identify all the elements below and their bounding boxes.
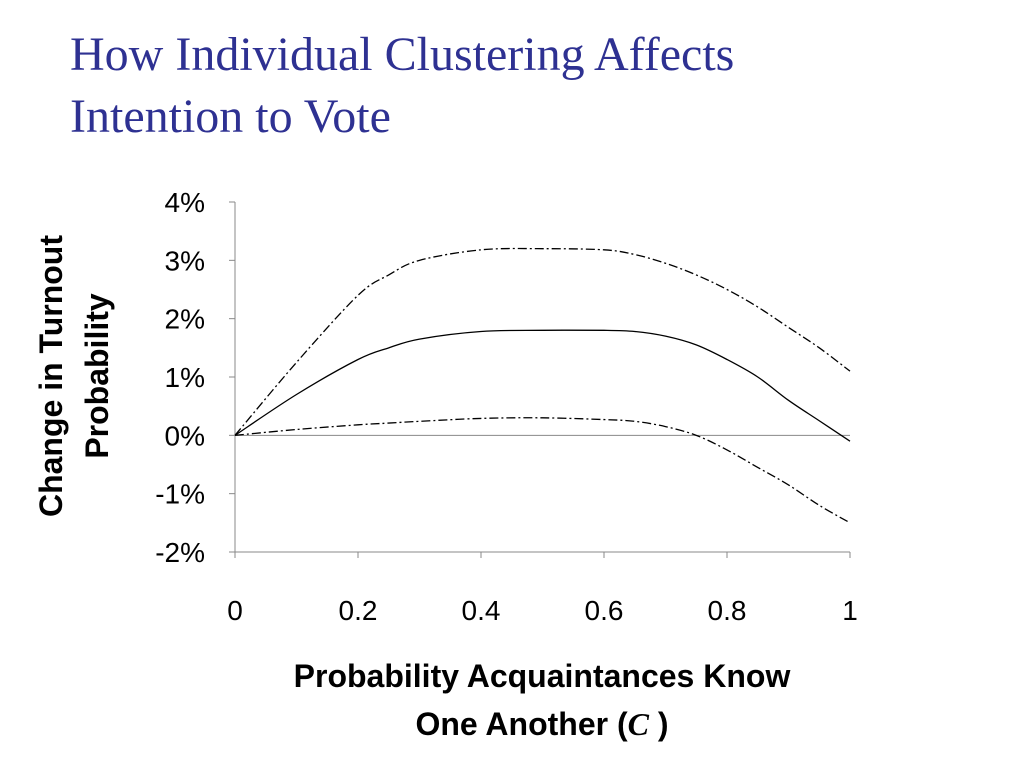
y-tick-label: 3% (165, 245, 205, 276)
x-axis-label-line-2: One Another (C ) (200, 700, 884, 748)
x-axis-label: Probability Acquaintances Know One Anoth… (200, 652, 884, 748)
slide-title-line-1: How Individual Clustering Affects (70, 28, 735, 81)
x-axis-symbol: C (627, 706, 649, 742)
x-axis-label-prefix: One Another ( (415, 706, 628, 742)
chart-axes (229, 201, 851, 558)
x-tick-label: 0.6 (585, 595, 624, 626)
x-axis-label-suffix: ) (648, 706, 669, 742)
x-tick-label: 1 (842, 595, 858, 626)
y-tick-label: 1% (165, 362, 205, 393)
chart-tick-labels: 4% 3% 2% 1% 0% -1% -2% 0 0.2 0.4 0.6 0.8 1 (155, 187, 858, 626)
lower-bound-line (234, 417, 851, 524)
y-tick-label: 2% (165, 304, 205, 335)
y-tick-label: -2% (155, 537, 205, 568)
slide-title: How Individual Clustering Affects Intent… (70, 24, 970, 148)
y-axis-label-line-2: Probability (79, 293, 115, 459)
x-tick-label: 0.2 (339, 595, 378, 626)
x-tick-label: 0 (227, 595, 243, 626)
chart-series (234, 247, 851, 524)
y-tick-label: -1% (155, 479, 205, 510)
x-tick-label: 0.4 (462, 595, 501, 626)
y-axis-label-line-1: Change in Turnout (33, 235, 69, 517)
upper-bound-line (234, 247, 851, 436)
turnout-estimate-line (234, 329, 851, 442)
x-axis-label-line-1: Probability Acquaintances Know (293, 658, 791, 694)
x-tick-label: 0.8 (708, 595, 747, 626)
y-tick-label: 4% (165, 187, 205, 218)
y-tick-label: 0% (165, 420, 205, 451)
slide-title-line-2: Intention to Vote (70, 90, 391, 143)
